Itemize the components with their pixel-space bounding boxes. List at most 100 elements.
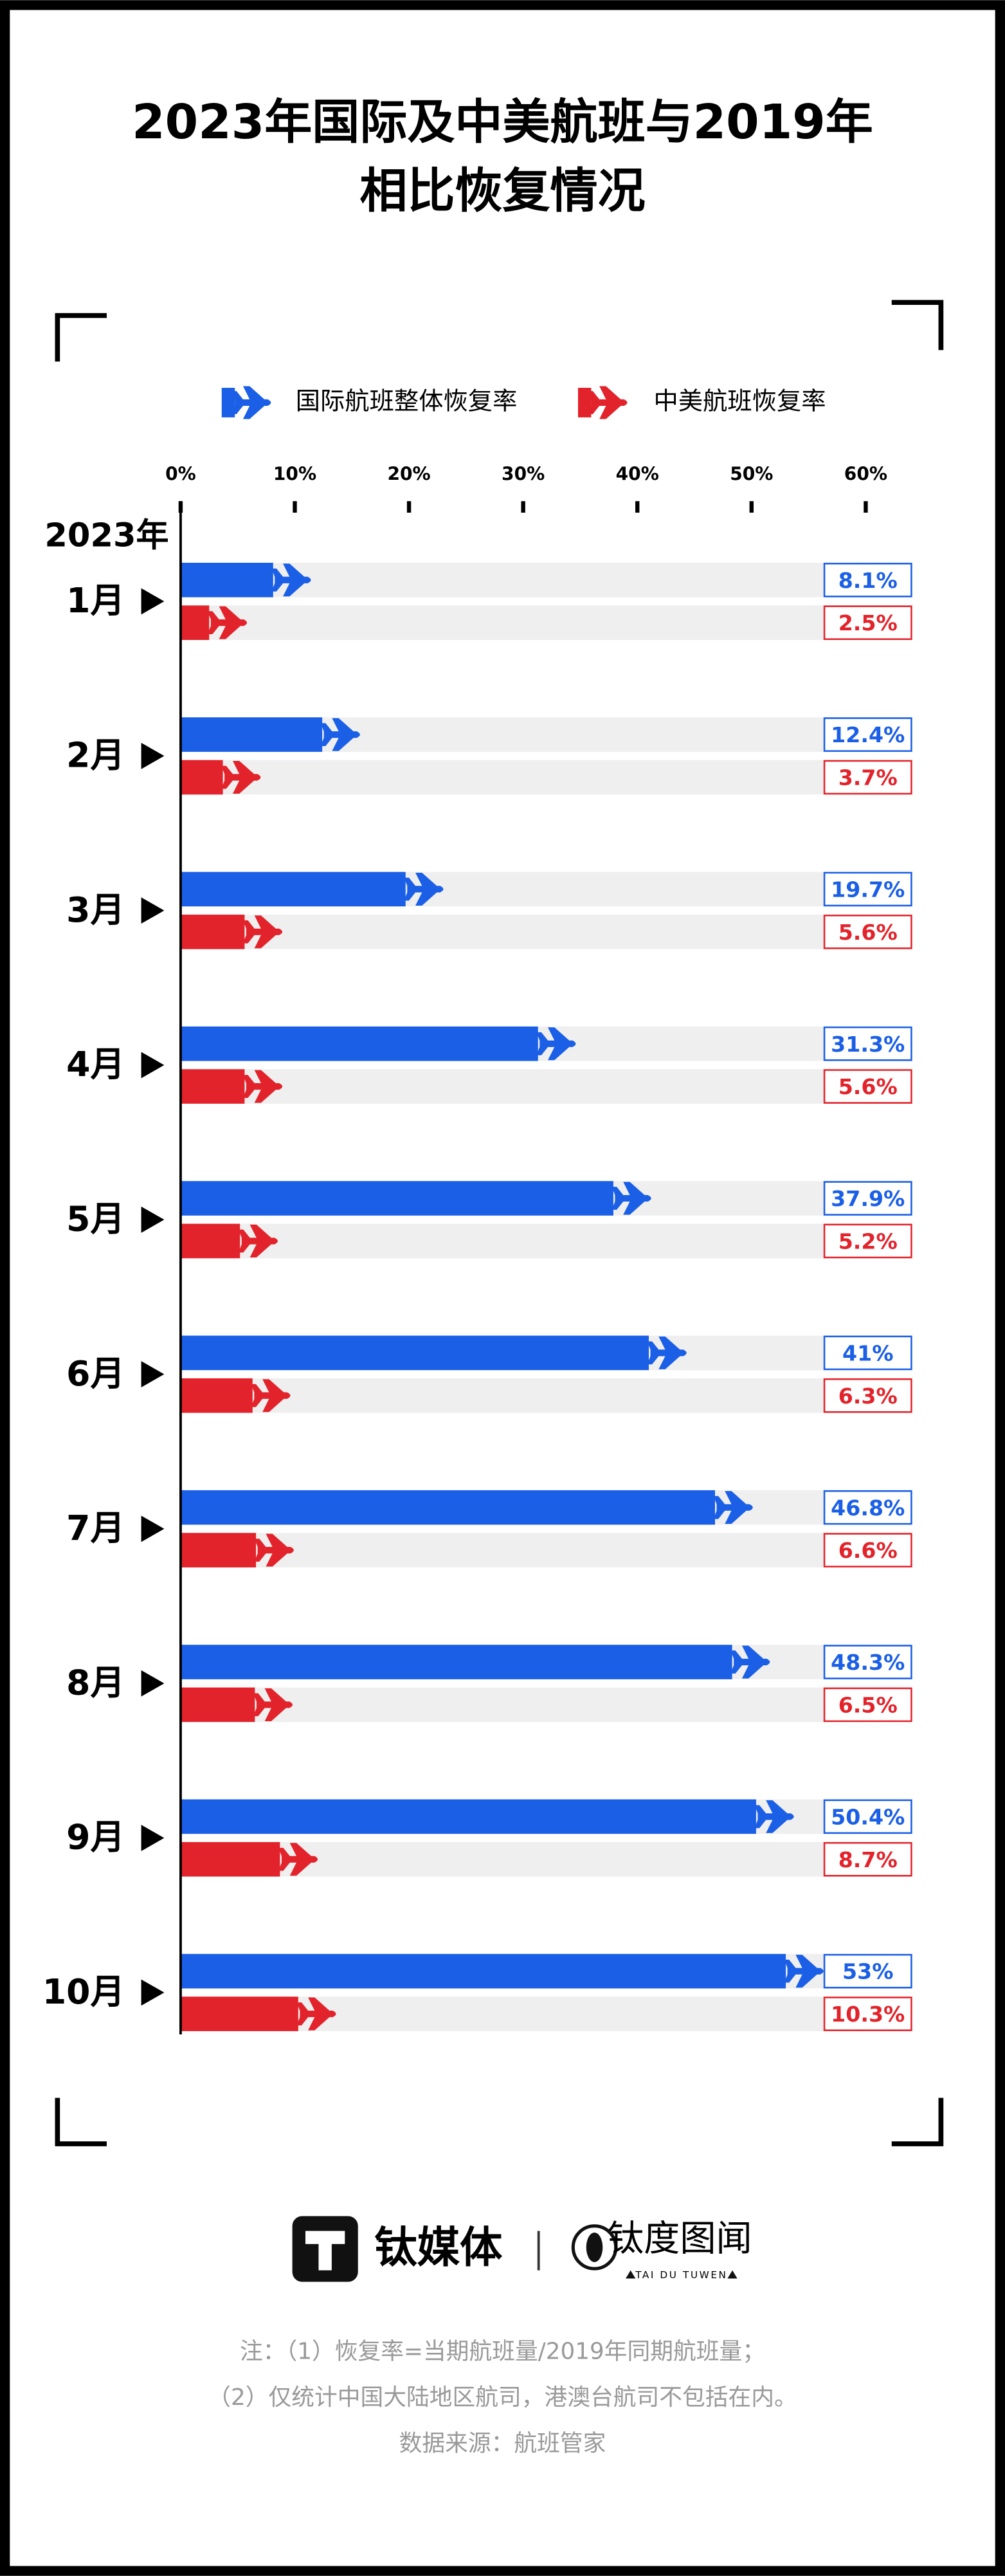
note: （2）仅统计中国大陆地区航司，港澳台航司不包括在内。 bbox=[208, 2384, 797, 2411]
bar bbox=[180, 717, 323, 752]
bar-plane bbox=[536, 1027, 576, 1061]
category-label: 5月 bbox=[66, 1198, 125, 1239]
year-label: 2023年 bbox=[44, 516, 168, 554]
value-label: 5.6% bbox=[838, 1074, 898, 1099]
bar bbox=[180, 1181, 613, 1216]
bar-plane bbox=[647, 1336, 687, 1369]
ornament bbox=[626, 2270, 636, 2279]
category-arrow bbox=[141, 588, 165, 615]
value-label-box bbox=[823, 1533, 912, 1567]
ornament bbox=[727, 2270, 738, 2279]
legend-label: 中美航班恢复率 bbox=[653, 387, 826, 416]
category-label: 9月 bbox=[66, 1817, 125, 1858]
x-tick-label: 40% bbox=[616, 463, 659, 484]
bar bbox=[180, 605, 210, 640]
corner-brackets bbox=[55, 300, 944, 2146]
bar bbox=[180, 1490, 715, 1525]
bar bbox=[180, 1953, 786, 1989]
category-label: 8月 bbox=[66, 1662, 125, 1703]
track bbox=[180, 914, 912, 949]
bar bbox=[180, 914, 245, 949]
category-label: 1月 bbox=[66, 580, 125, 621]
bar bbox=[180, 1645, 732, 1679]
track bbox=[180, 760, 912, 795]
value-label: 48.3% bbox=[831, 1650, 905, 1675]
value-label-box bbox=[823, 717, 912, 752]
bar-plane bbox=[207, 606, 248, 639]
category-label: 6月 bbox=[66, 1353, 125, 1394]
value-label-box bbox=[823, 1026, 912, 1061]
value-label-box bbox=[823, 1335, 912, 1371]
bar-plane bbox=[320, 718, 360, 751]
value-label: 50.4% bbox=[831, 1804, 905, 1829]
bar bbox=[180, 1687, 255, 1722]
value-label-box bbox=[823, 1996, 912, 2031]
category-label: 2月 bbox=[66, 735, 125, 775]
x-tick-label: 0% bbox=[165, 463, 196, 484]
bar-plane bbox=[221, 760, 261, 794]
source: 数据来源：航班管家 bbox=[399, 2430, 606, 2456]
bar-plane bbox=[730, 1645, 770, 1679]
bar bbox=[180, 760, 223, 795]
category-label: 3月 bbox=[66, 890, 125, 930]
legend-label: 国际航班整体恢复率 bbox=[296, 387, 518, 416]
track bbox=[180, 1687, 912, 1722]
bar bbox=[180, 1533, 257, 1567]
category-arrow bbox=[141, 1979, 165, 2006]
bar bbox=[180, 872, 406, 907]
value-label: 19.7% bbox=[831, 877, 905, 902]
x-tick-label: 10% bbox=[273, 463, 316, 484]
chart-title: 相比恢复情况 bbox=[359, 163, 645, 219]
value-label-box bbox=[823, 1841, 912, 1877]
category-arrow bbox=[141, 742, 165, 769]
bar-plane bbox=[242, 1070, 283, 1103]
bar bbox=[180, 1378, 253, 1413]
value-label-box bbox=[823, 872, 912, 907]
legend-swatch bbox=[577, 387, 592, 417]
value-label-box bbox=[823, 1953, 912, 1989]
logo2-eye bbox=[586, 2233, 603, 2262]
category-arrow bbox=[141, 1206, 165, 1233]
x-tick-label: 30% bbox=[502, 463, 545, 484]
logo2-icon bbox=[571, 2224, 618, 2270]
value-label: 10.3% bbox=[831, 2002, 905, 2027]
bar-plane bbox=[253, 1688, 293, 1721]
value-label-box bbox=[823, 760, 912, 795]
value-label-box bbox=[823, 1687, 912, 1722]
category-arrow bbox=[141, 1825, 165, 1851]
chart-title: 2023年国际及中美航班与2019年 bbox=[132, 95, 873, 150]
bar bbox=[180, 1799, 756, 1834]
bar bbox=[180, 1335, 649, 1371]
value-label: 6.5% bbox=[838, 1692, 898, 1717]
value-label: 6.3% bbox=[838, 1384, 898, 1409]
value-label-box bbox=[823, 1799, 912, 1834]
track bbox=[180, 1223, 912, 1259]
bar-plane bbox=[271, 563, 311, 597]
value-label: 12.4% bbox=[831, 722, 905, 747]
value-label: 8.7% bbox=[838, 1847, 898, 1872]
value-label: 46.8% bbox=[831, 1495, 905, 1521]
brand2-en: TAI DU TUWEN bbox=[635, 2269, 727, 2281]
track bbox=[180, 605, 912, 640]
brand: 钛媒体 bbox=[374, 2222, 503, 2272]
bar bbox=[180, 562, 273, 598]
category-arrow bbox=[141, 1052, 165, 1079]
logo-t bbox=[305, 2231, 345, 2270]
x-tick-label: 50% bbox=[730, 463, 773, 484]
brand2: 钛度图闻 bbox=[608, 2218, 752, 2260]
value-label: 5.6% bbox=[838, 920, 898, 945]
bar-plane bbox=[278, 1843, 318, 1876]
value-label: 5.2% bbox=[838, 1229, 898, 1254]
bar-plane bbox=[784, 1955, 824, 1988]
legend-swatch bbox=[221, 387, 235, 417]
value-label-box bbox=[823, 1223, 912, 1259]
value-label: 41% bbox=[842, 1340, 893, 1366]
category-arrow bbox=[141, 1515, 165, 1542]
track bbox=[180, 1378, 912, 1413]
value-label-box bbox=[823, 605, 912, 640]
value-label: 2.5% bbox=[838, 610, 898, 635]
bar-plane bbox=[254, 1533, 294, 1567]
